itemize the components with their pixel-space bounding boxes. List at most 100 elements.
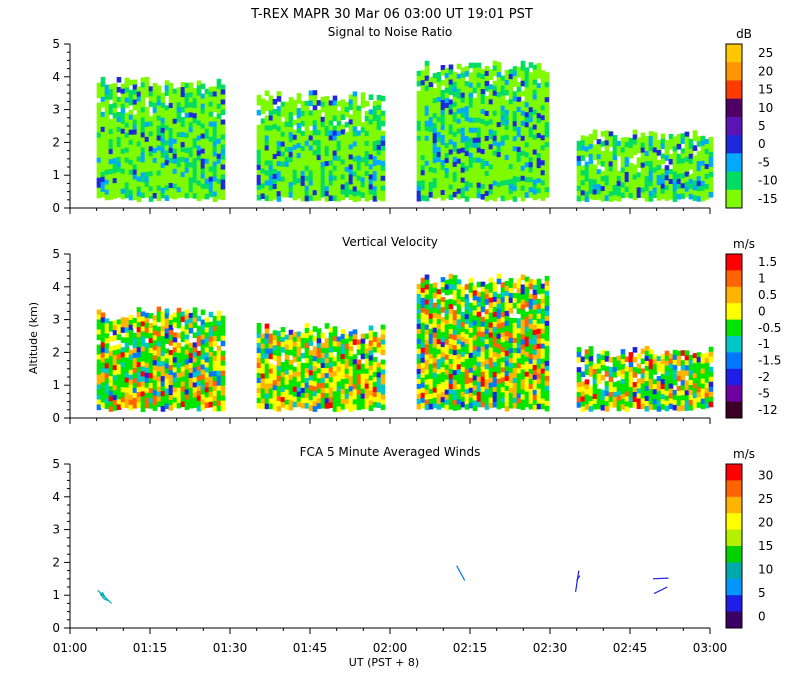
heatmap-cell	[700, 150, 706, 157]
heatmap-cell	[580, 391, 586, 398]
heatmap-cell	[140, 127, 146, 134]
heatmap-cell	[368, 350, 374, 357]
heatmap-cell	[512, 111, 518, 117]
heatmap-cell	[416, 80, 422, 87]
heatmap-cell	[424, 75, 430, 82]
heatmap-cell	[328, 362, 334, 369]
heatmap-cell	[368, 380, 374, 387]
heatmap-cell	[148, 333, 154, 339]
heatmap-cell	[216, 93, 222, 100]
heatmap-cell	[424, 160, 430, 167]
heatmap-cell	[364, 111, 370, 117]
heatmap-cell	[700, 190, 706, 197]
heatmap-cell	[676, 360, 682, 367]
heatmap-cell	[432, 372, 438, 379]
heatmap-cell	[336, 391, 342, 398]
heatmap-cell	[380, 195, 386, 202]
heatmap-cell	[536, 118, 542, 124]
heatmap-cell	[452, 280, 458, 286]
heatmap-cell	[276, 141, 282, 147]
heatmap-cell	[328, 155, 334, 162]
heatmap-cell	[524, 401, 530, 408]
heatmap-cell	[256, 337, 262, 344]
heatmap-cell	[428, 77, 434, 83]
heatmap-cell	[180, 316, 186, 323]
heatmap-cell	[340, 373, 346, 380]
heatmap-cell	[128, 154, 134, 161]
heatmap-cell	[520, 354, 526, 361]
heatmap-cell	[376, 114, 382, 121]
heatmap-cell	[460, 346, 466, 353]
heatmap-cell	[180, 142, 186, 148]
heatmap-cell	[380, 324, 386, 331]
heatmap-cell	[124, 332, 130, 339]
heatmap-cell	[376, 99, 382, 106]
heatmap-cell	[116, 146, 122, 153]
heatmap-cell	[280, 397, 286, 403]
heatmap-cell	[524, 311, 530, 318]
heatmap-cell	[648, 146, 654, 152]
heatmap-cell	[424, 80, 430, 87]
heatmap-cell	[592, 398, 598, 405]
heatmap-cell	[448, 119, 454, 126]
heatmap-cell	[516, 353, 522, 359]
heatmap-cell	[652, 364, 658, 370]
heatmap-cell	[432, 98, 438, 104]
heatmap-cell	[432, 78, 438, 84]
heatmap-cell	[520, 130, 526, 137]
heatmap-cell	[300, 342, 306, 349]
heatmap-cell	[520, 105, 526, 112]
heatmap-cell	[424, 349, 430, 356]
heatmap-cell	[264, 190, 270, 197]
heatmap-cell	[320, 191, 326, 198]
heatmap-cell	[176, 92, 182, 98]
heatmap-cell	[424, 185, 430, 192]
heatmap-cell	[196, 355, 202, 362]
heatmap-cell	[484, 339, 490, 345]
heatmap-cell	[428, 333, 434, 340]
heatmap-cell	[464, 384, 470, 390]
heatmap-cell	[632, 402, 638, 408]
heatmap-cell	[320, 377, 326, 384]
heatmap-cell	[284, 156, 290, 163]
heatmap-cell	[624, 152, 630, 158]
heatmap-cell	[628, 392, 634, 398]
heatmap-cell	[328, 145, 334, 152]
heatmap-cell	[128, 99, 134, 106]
heatmap-cell	[216, 355, 222, 362]
heatmap-cell	[180, 157, 186, 163]
heatmap-cell	[276, 166, 282, 172]
heatmap-cell	[108, 346, 114, 352]
heatmap-cell	[120, 322, 126, 328]
heatmap-cell	[496, 363, 502, 370]
heatmap-cell	[644, 390, 650, 397]
heatmap-cell	[644, 360, 650, 367]
heatmap-cell	[484, 299, 490, 305]
heatmap-cell	[288, 122, 294, 128]
heatmap-cell	[680, 350, 686, 356]
heatmap-cell	[188, 382, 194, 389]
heatmap-cell	[664, 170, 670, 176]
heatmap-cell	[504, 119, 510, 126]
heatmap-cell	[112, 335, 118, 341]
heatmap-cell	[444, 279, 450, 286]
heatmap-cell	[304, 135, 310, 142]
heatmap-cell	[332, 346, 338, 352]
heatmap-cell	[212, 151, 218, 158]
heatmap-cell	[536, 318, 542, 325]
heatmap-cell	[304, 125, 310, 132]
heatmap-cell	[172, 148, 178, 155]
y-tick-label: 0	[52, 201, 60, 215]
heatmap-cell	[304, 323, 310, 329]
heatmap-cell	[184, 117, 190, 124]
heatmap-cell	[344, 176, 350, 183]
heatmap-cell	[512, 392, 518, 399]
heatmap-cell	[304, 150, 310, 157]
heatmap-cell	[276, 131, 282, 137]
heatmap-cell	[256, 397, 262, 404]
heatmap-cell	[464, 404, 470, 410]
heatmap-cell	[472, 305, 478, 312]
heatmap-cell	[308, 400, 314, 406]
heatmap-cell	[424, 150, 430, 157]
heatmap-cell	[476, 281, 482, 288]
